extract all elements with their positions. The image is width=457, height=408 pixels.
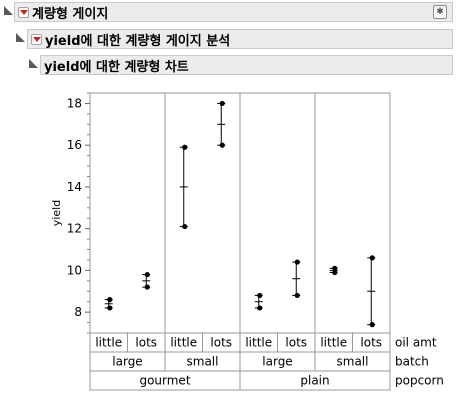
popcorn-label: plain — [300, 374, 329, 388]
oil-amt-label: little — [170, 336, 197, 350]
oil-amt-label: little — [95, 336, 122, 350]
batch-label: large — [262, 355, 292, 369]
y-tick-label: 8 — [74, 305, 82, 319]
oil-amt-label: lots — [210, 336, 232, 350]
data-point — [182, 223, 188, 230]
y-axis-label: yield — [50, 200, 63, 226]
data-point — [107, 305, 113, 311]
oil-amt-label: little — [320, 336, 347, 350]
y-tick-label: 16 — [67, 138, 82, 152]
data-point — [182, 144, 188, 150]
batch-label: small — [337, 355, 369, 369]
window-options-icon[interactable]: ✱ — [433, 5, 447, 19]
y-tick-label: 12 — [67, 222, 82, 236]
chart-title: yield에 대한 계량형 차트 — [44, 59, 189, 75]
level-name-label: batch — [395, 355, 429, 369]
disclosure-triangle-icon[interactable] — [29, 59, 38, 68]
batch-label: small — [187, 355, 219, 369]
data-point — [219, 142, 225, 148]
oil-amt-label: lots — [360, 336, 382, 350]
chart-header: yield에 대한 계량형 차트 — [40, 55, 453, 75]
popcorn-label-cell — [239, 370, 391, 391]
data-point — [369, 255, 375, 261]
red-triangle-menu-icon[interactable] — [18, 6, 29, 18]
data-point — [257, 292, 263, 299]
outline-title: 계량형 게이지 — [32, 6, 109, 22]
data-point — [144, 271, 150, 278]
y-tick-label: 14 — [67, 180, 82, 194]
red-triangle-menu-icon[interactable] — [31, 33, 42, 45]
oil-amt-label: little — [245, 336, 272, 350]
y-tick-label: 10 — [67, 263, 82, 277]
data-point — [144, 284, 150, 290]
data-point — [332, 265, 338, 271]
outline-header: 계량형 게이지 ✱ — [14, 2, 453, 22]
level-name-label: oil amt — [395, 336, 437, 350]
popcorn-label: gourmet — [139, 374, 190, 388]
data-point — [332, 269, 338, 276]
data-point — [257, 305, 263, 311]
data-point — [294, 292, 300, 299]
analysis-title: yield에 대한 계량형 게이지 분석 — [45, 33, 231, 49]
data-point — [107, 297, 113, 303]
batch-label: large — [112, 355, 142, 369]
data-point — [369, 322, 375, 328]
disclosure-triangle-icon[interactable] — [16, 33, 25, 42]
analysis-header: yield에 대한 계량형 게이지 분석 — [27, 29, 453, 49]
level-name-label: popcorn — [395, 374, 444, 388]
data-point — [294, 259, 300, 265]
oil-amt-label: lots — [135, 336, 157, 350]
y-tick-label: 18 — [67, 96, 82, 110]
oil-amt-label: lots — [285, 336, 307, 350]
data-point — [219, 100, 225, 107]
disclosure-triangle-icon[interactable] — [4, 6, 13, 15]
